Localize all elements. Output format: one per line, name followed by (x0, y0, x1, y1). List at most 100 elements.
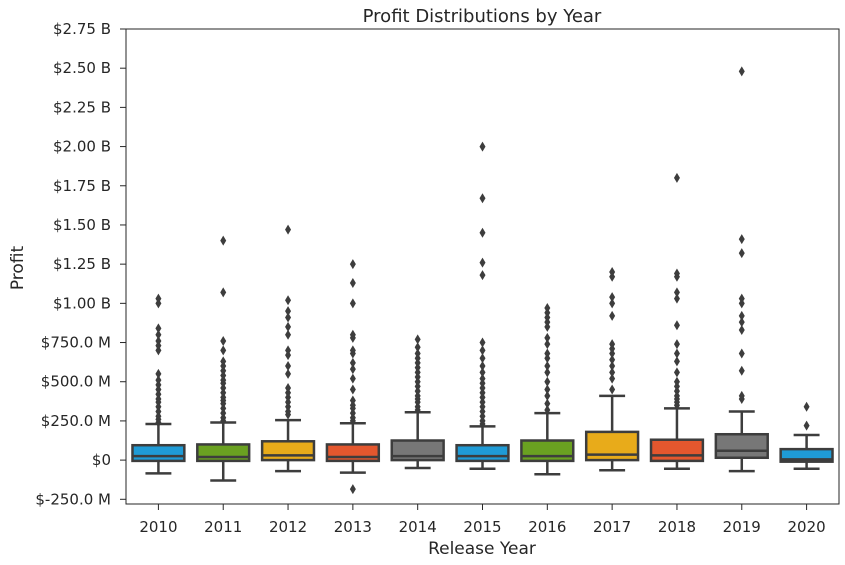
outlier-point (609, 373, 616, 384)
y-tick-label: $500.0 M (41, 373, 111, 391)
outlier-point (285, 329, 292, 340)
outlier-point (414, 334, 421, 345)
outlier-point (155, 293, 162, 304)
y-tick-label: $1.00 B (53, 294, 111, 312)
outlier-point (609, 339, 616, 350)
y-axis-title: Profit (8, 245, 28, 290)
outlier-point (544, 398, 551, 409)
outlier-point (738, 248, 745, 259)
outlier-point (544, 339, 551, 350)
outlier-point (349, 329, 356, 340)
outlier-point (349, 395, 356, 406)
x-tick-label: 2013 (334, 518, 372, 536)
outlier-point (285, 306, 292, 317)
outlier-point (155, 375, 162, 386)
outlier-point (609, 361, 616, 372)
outlier-point (479, 345, 486, 356)
box-2018 (649, 438, 705, 463)
outlier-point (738, 348, 745, 359)
outlier-point (155, 368, 162, 379)
outlier-point (285, 295, 292, 306)
outlier-point (479, 257, 486, 268)
outlier-point (220, 335, 227, 346)
x-tick-label: 2015 (463, 518, 501, 536)
box-2011 (196, 443, 251, 463)
x-tick-label: 2014 (399, 518, 437, 536)
outlier-point (544, 332, 551, 343)
x-tick-label: 2011 (204, 518, 242, 536)
outlier-point (673, 367, 680, 378)
outlier-point (479, 367, 486, 378)
y-tick-label: $1.75 B (53, 177, 111, 195)
outlier-point (609, 354, 616, 365)
y-tick-label: $1.25 B (53, 255, 111, 273)
outlier-point (738, 390, 745, 401)
outlier-point (349, 277, 356, 288)
x-tick-label: 2016 (528, 518, 566, 536)
y-tick-label: $1.50 B (53, 216, 111, 234)
outlier-point (738, 293, 745, 304)
box-2019 (714, 432, 769, 460)
outlier-point (349, 484, 356, 495)
outlier-point (285, 345, 292, 356)
x-axis-title: Release Year (428, 539, 536, 559)
outlier-point (349, 373, 356, 384)
x-tick-label: 2019 (723, 518, 761, 536)
y-tick-label: $2.50 B (53, 59, 111, 77)
outlier-point (609, 384, 616, 395)
outlier-point (673, 287, 680, 298)
outlier-point (155, 323, 162, 334)
outlier-point (349, 364, 356, 375)
outlier-point (609, 292, 616, 303)
plot-frame (125, 28, 840, 505)
y-tick-label: $2.00 B (53, 138, 111, 156)
outlier-point (479, 227, 486, 238)
plot-area: $2.75 B $2.50 B $2.25 B $2.00 B $1.75 B $1.50… (35, 20, 834, 536)
outlier-point (544, 404, 551, 415)
outlier-point (609, 310, 616, 321)
y-tick-label: $2.25 B (53, 98, 111, 116)
outlier-point (673, 320, 680, 331)
outlier-point (738, 234, 745, 245)
box-2012 (260, 440, 316, 462)
outlier-point (285, 321, 292, 332)
x-tick-label: 2017 (593, 518, 631, 536)
outlier-point (673, 268, 680, 279)
box-2010 (131, 443, 186, 463)
outlier-point (220, 345, 227, 356)
outlier-point (220, 356, 227, 367)
outlier-point (803, 420, 810, 431)
outlier-point (544, 367, 551, 378)
outlier-point (544, 348, 551, 359)
outlier-point (479, 270, 486, 281)
outlier-point (414, 342, 421, 353)
outlier-point (673, 348, 680, 359)
outlier-point (673, 172, 680, 183)
x-tick-label: 2020 (787, 518, 825, 536)
x-tick-label: 2012 (269, 518, 307, 536)
outlier-point (285, 368, 292, 379)
outlier-point (285, 312, 292, 323)
x-tick-label: 2010 (139, 518, 177, 536)
outlier-point (349, 298, 356, 309)
outlier-point (738, 365, 745, 376)
outlier-point (673, 293, 680, 304)
outlier-point (285, 382, 292, 393)
outlier-point (544, 303, 551, 314)
y-tick-label: $750.0 M (41, 334, 111, 352)
outlier-point (220, 287, 227, 298)
outlier-point (479, 373, 486, 384)
outlier-point (673, 376, 680, 387)
y-tick-label: $-250.0 M (35, 490, 111, 508)
box-2016 (520, 439, 575, 463)
box-2017 (584, 430, 640, 462)
outlier-point (479, 361, 486, 372)
outlier-point (155, 335, 162, 346)
outlier-point (349, 357, 356, 368)
box-2015 (455, 443, 510, 463)
outlier-point (414, 348, 421, 359)
outlier-point (285, 361, 292, 372)
outlier-point (738, 310, 745, 321)
outlier-point (738, 317, 745, 328)
